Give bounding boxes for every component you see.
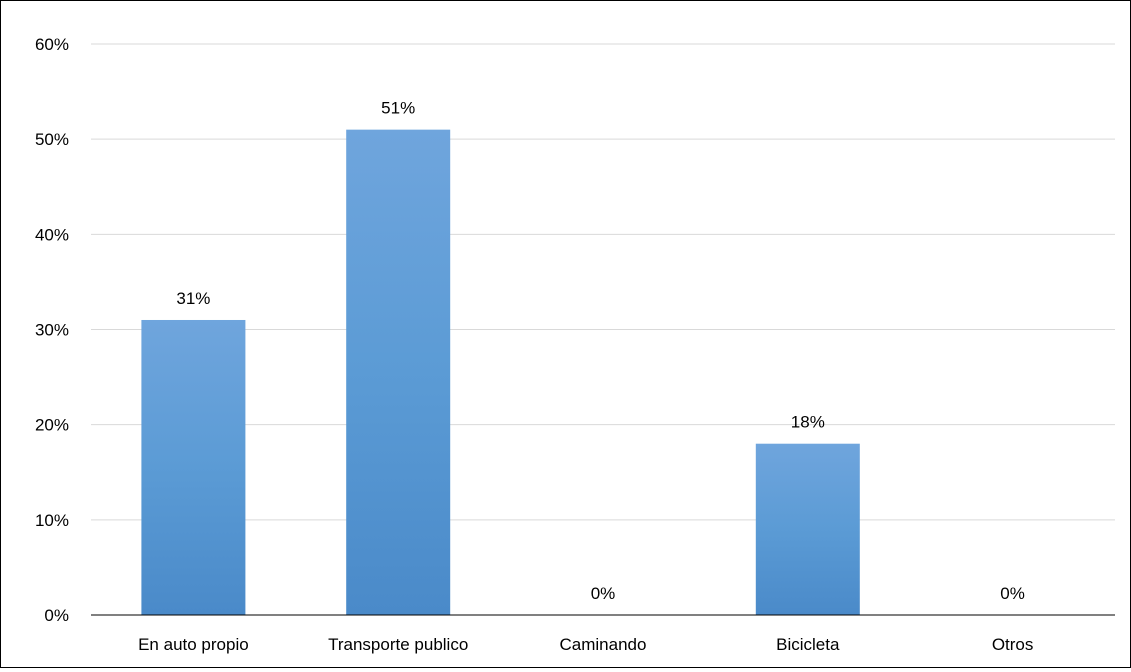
- x-tick-label: En auto propio: [138, 635, 249, 654]
- y-tick-label: 50%: [35, 130, 69, 149]
- y-tick-label: 10%: [35, 511, 69, 530]
- data-label: 51%: [381, 99, 415, 118]
- bar: [346, 129, 451, 615]
- y-tick-label: 30%: [35, 321, 69, 340]
- y-axis-tick-labels: 0% 10% 20% 30% 40% 50% 60%: [35, 35, 69, 625]
- data-label: 0%: [591, 584, 616, 603]
- y-tick-label: 40%: [35, 225, 69, 244]
- data-label: 18%: [791, 413, 825, 432]
- x-axis-tick-labels: En auto propio Transporte publico Caminand…: [138, 635, 1033, 654]
- y-tick-label: 0%: [44, 606, 69, 625]
- x-tick-label: Transporte publico: [328, 635, 468, 654]
- y-tick-label: 60%: [35, 35, 69, 54]
- x-tick-label: Caminando: [560, 635, 647, 654]
- bar: [755, 443, 860, 615]
- bar: [141, 319, 246, 615]
- data-label: 31%: [176, 289, 210, 308]
- x-tick-label: Bicicleta: [776, 635, 840, 654]
- x-tick-label: Otros: [992, 635, 1034, 654]
- gridlines: [91, 43, 1115, 521]
- bars: [141, 129, 860, 615]
- data-label: 0%: [1000, 584, 1025, 603]
- data-labels: 31% 51% 0% 18% 0%: [176, 99, 1025, 603]
- y-tick-label: 20%: [35, 416, 69, 435]
